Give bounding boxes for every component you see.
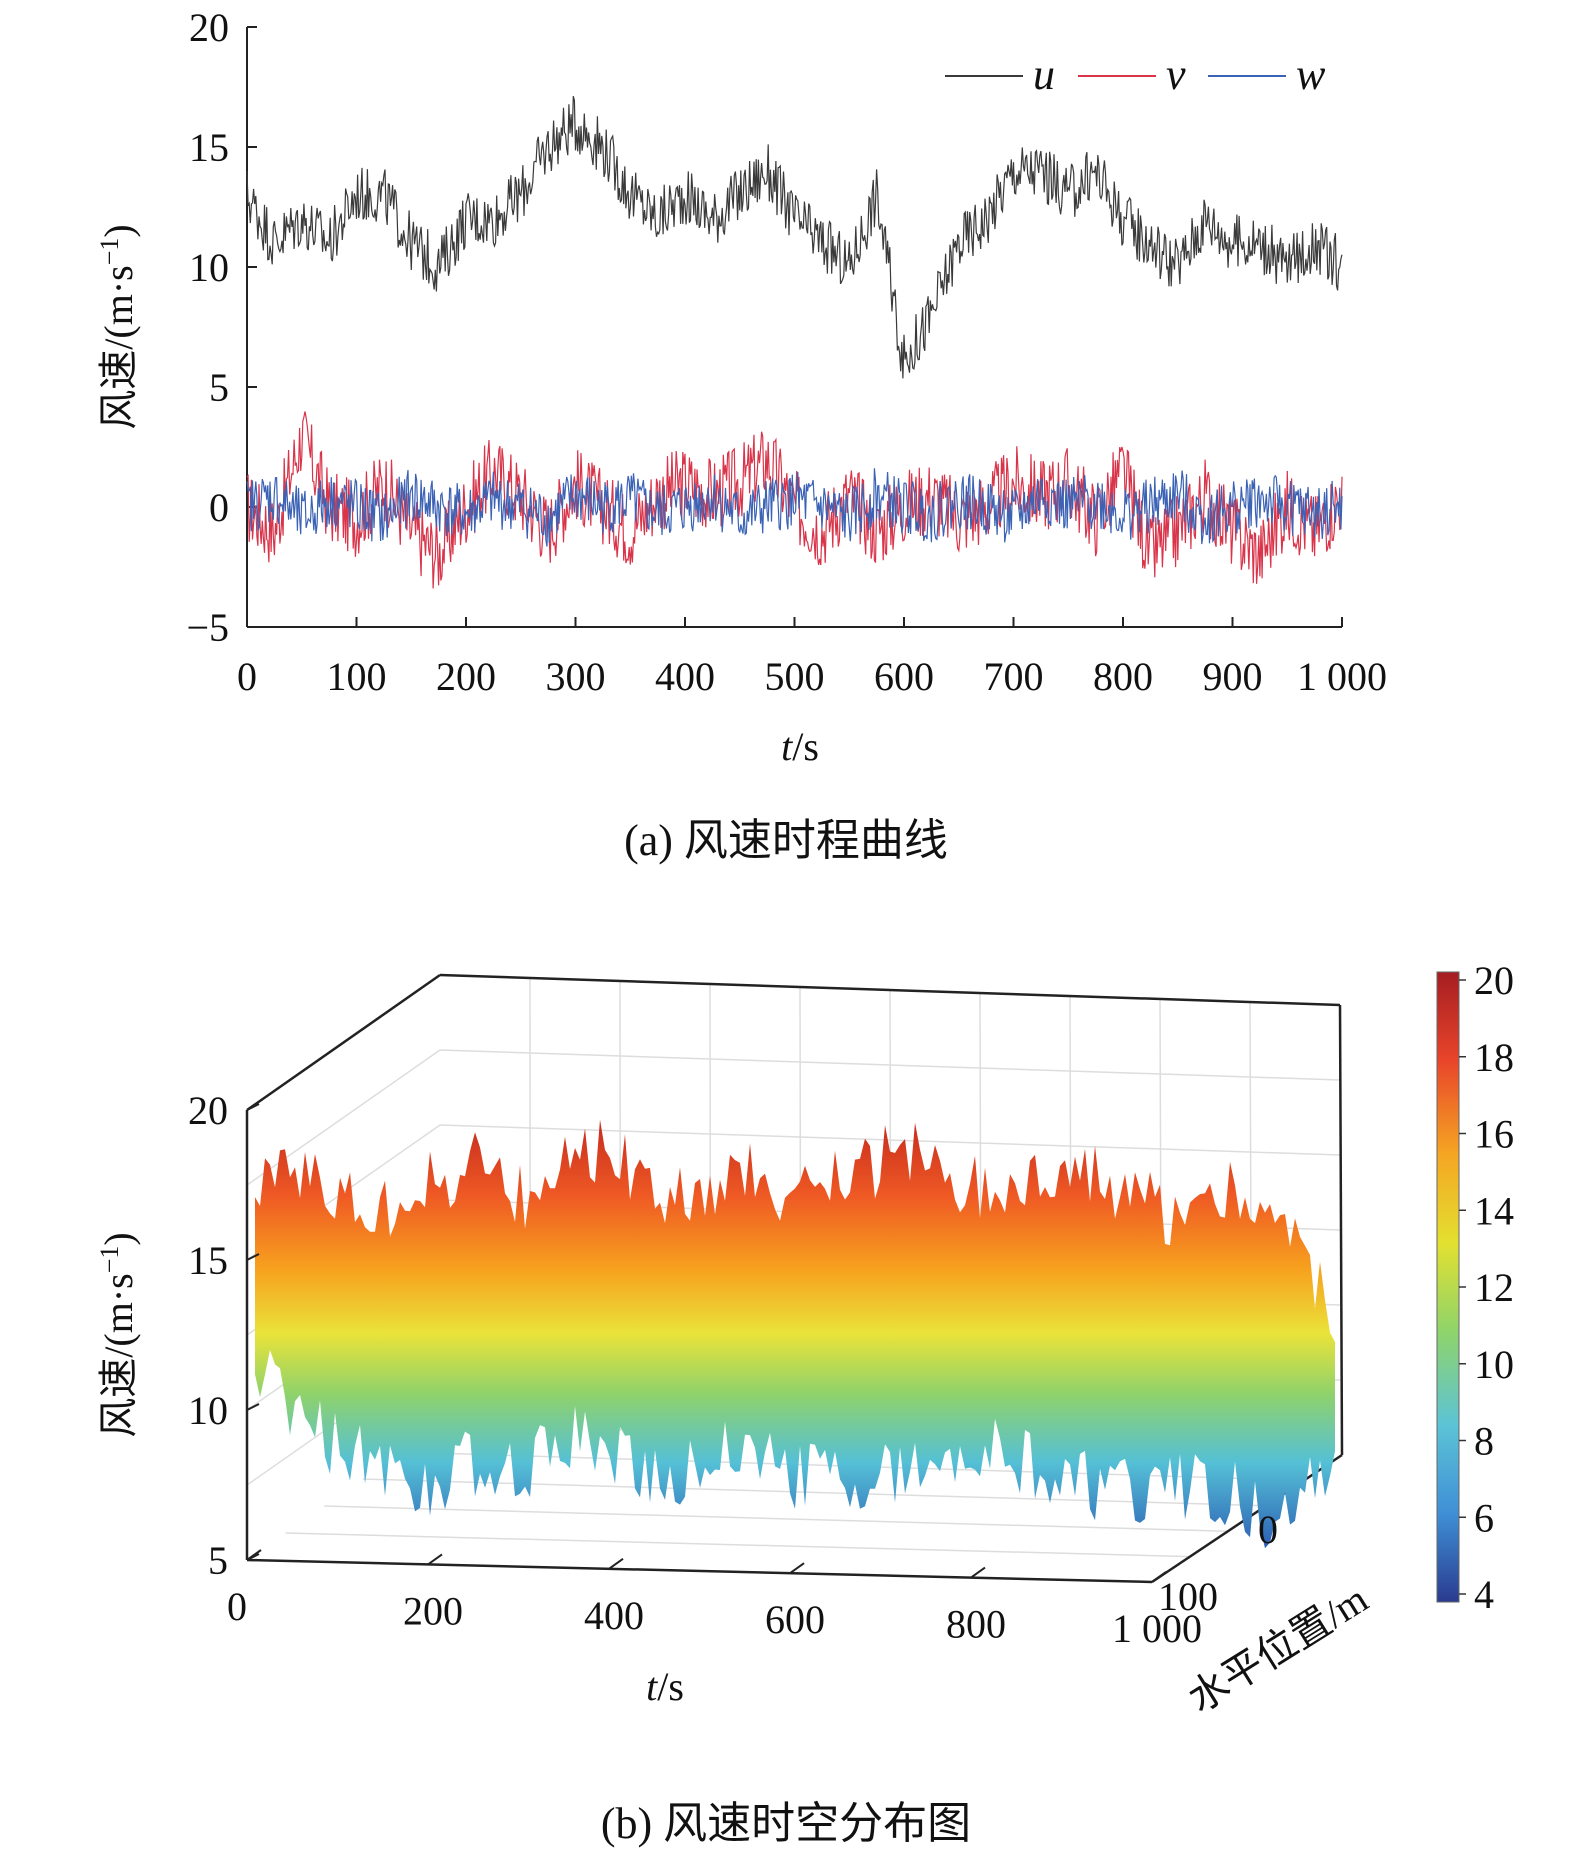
chart-b-z-tick-label: 5: [208, 1538, 228, 1583]
chart-b-z-tick-mark: [246, 1103, 260, 1111]
chart-a-legend: u v w: [945, 50, 1326, 99]
chart-b-x-tick-mark: [427, 1553, 443, 1566]
legend-label-v: v: [1166, 50, 1186, 99]
series-u-line: [246, 96, 1343, 379]
chart-a-x-tick-label: 300: [546, 654, 606, 699]
series-v-line: [246, 411, 1343, 589]
wind-surface: [255, 1119, 1335, 1549]
chart-b-z-tick-mark: [246, 1403, 260, 1411]
colorbar-tick-label: 12: [1474, 1265, 1514, 1310]
chart-b-caption: (b) 风速时空分布图: [601, 1799, 971, 1848]
series-w-line: [246, 468, 1343, 547]
chart-b-x-tick-label: 1 000: [1112, 1606, 1202, 1651]
chart-a-x-label: t/s: [781, 724, 819, 769]
chart-a-x-tick-label: 600: [874, 654, 934, 699]
chart-a-x-tick-label: 500: [765, 654, 825, 699]
chart-b-x-tick-label: 0: [227, 1584, 247, 1629]
chart-b-x-tick-label: 400: [584, 1593, 644, 1638]
chart-b-depth-tick-label: 0: [1258, 1507, 1278, 1552]
colorbar-tick-label: 8: [1474, 1419, 1494, 1464]
colorbar-tick-label: 14: [1474, 1188, 1514, 1233]
chart-b-x-tick-mark: [1151, 1571, 1167, 1583]
chart-b-z-label: 风速/(m·s−1): [95, 1232, 142, 1437]
chart-a-x-tick-label: 800: [1093, 654, 1153, 699]
chart-a: 0 100 200 300 400 500 600 700 800 900 1 000 201510…: [95, 5, 1388, 865]
chart-b-z-tick-mark: [246, 1253, 260, 1261]
chart-b-x-tick-mark: [970, 1566, 986, 1579]
colorbar-tick-label: 18: [1474, 1035, 1514, 1080]
chart-b-depth-tick-label: 100: [1158, 1574, 1218, 1619]
chart-a-x-tick-label: 700: [984, 654, 1044, 699]
chart-b-surface: [255, 1119, 1335, 1549]
chart-b-z-tick-label: 20: [188, 1088, 228, 1133]
chart-a-x-tick-label: 100: [327, 654, 387, 699]
colorbar-tick-label: 20: [1474, 958, 1514, 1003]
chart-a-y-tick-label: 5: [209, 365, 229, 410]
chart-a-y-tick-label: 15: [189, 125, 229, 170]
chart-a-x-tick-label: 900: [1203, 654, 1263, 699]
chart-b-x-tick-mark: [608, 1557, 624, 1570]
chart-a-y-tick-label: 10: [189, 245, 229, 290]
chart-a-x-tick-label: 400: [655, 654, 715, 699]
chart-a-x-tick-label: 1 000: [1297, 654, 1387, 699]
chart-b-x-label: t/s: [646, 1664, 684, 1709]
chart-b-x-tick-label: 600: [765, 1597, 825, 1642]
chart-b-z-tick-mark: [246, 1553, 260, 1561]
legend-label-u: u: [1033, 50, 1055, 99]
colorbar-tick-label: 10: [1474, 1342, 1514, 1387]
chart-b-x-tick-mark: [789, 1562, 805, 1575]
chart-a-y-tick-label: 0: [209, 485, 229, 530]
chart-a-y-tick-label: −5: [186, 605, 229, 650]
chart-a-caption: (a) 风速时程曲线: [624, 816, 948, 865]
colorbar-tick-label: 16: [1474, 1112, 1514, 1157]
chart-a-y-label: 风速/(m·s−1): [95, 224, 142, 429]
chart-b-z-tick-label: 15: [188, 1238, 228, 1283]
colorbar-gradient: [1436, 971, 1460, 1603]
chart-b-colorbar: 20 18 16 14 12 10 8 6 4: [1436, 958, 1514, 1617]
chart-b-z-tick-label: 10: [188, 1388, 228, 1433]
chart-a-y-tick-label: 20: [189, 5, 229, 50]
legend-label-w: w: [1296, 50, 1326, 99]
chart-b: 0 200 400 600 800 1 000 20 15 10 5 0 100 t/s 风速/(…: [95, 958, 1515, 1848]
colorbar-tick-label: 4: [1474, 1572, 1494, 1617]
chart-a-x-tick-label: 200: [436, 654, 496, 699]
chart-b-x-tick-label: 800: [946, 1602, 1006, 1647]
colorbar-tick-label: 6: [1474, 1495, 1494, 1540]
chart-b-x-tick-label: 200: [403, 1588, 463, 1633]
chart-a-x-tick-label: 0: [237, 654, 257, 699]
